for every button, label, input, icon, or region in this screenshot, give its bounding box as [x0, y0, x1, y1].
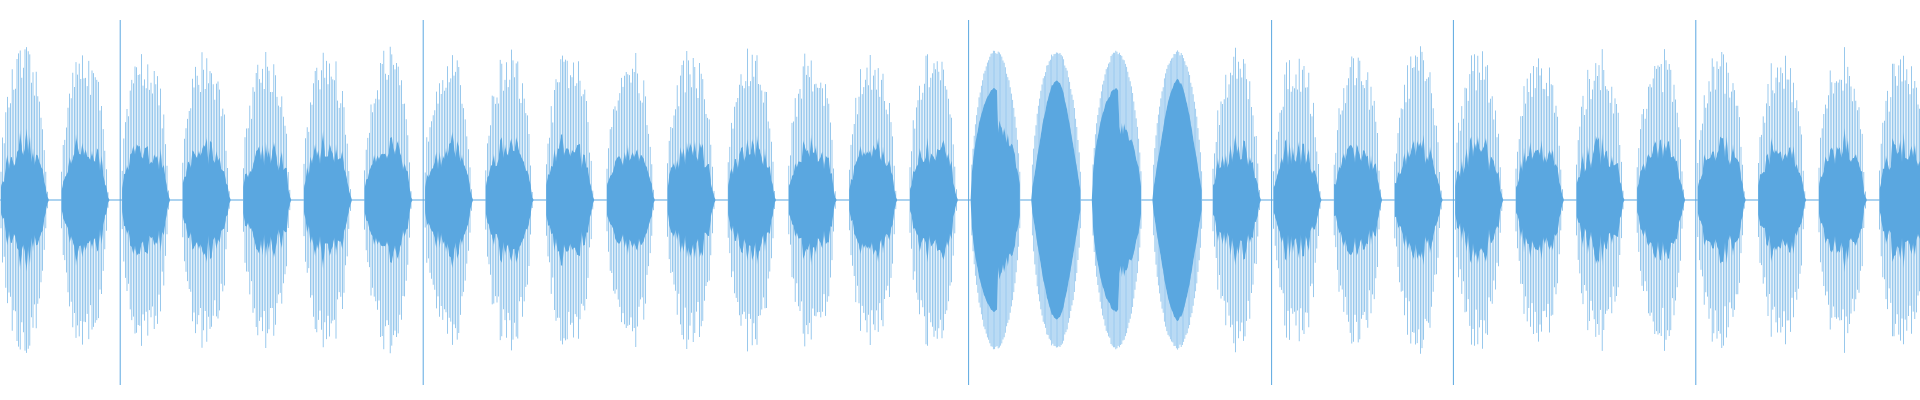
waveform-core	[1091, 88, 1141, 312]
waveform-core	[485, 136, 536, 264]
waveform-core	[1, 128, 51, 272]
waveform-core	[1334, 144, 1384, 256]
waveform-core	[1697, 135, 1748, 265]
waveform-core	[667, 139, 718, 261]
waveform-core	[1213, 134, 1263, 266]
waveform-core	[61, 134, 112, 266]
waveform-core	[910, 137, 960, 263]
waveform-core	[1455, 135, 1505, 265]
waveform-core	[1819, 127, 1869, 273]
waveform-core	[1758, 137, 1808, 263]
waveform-core	[1516, 139, 1566, 261]
waveform-core	[1273, 139, 1324, 261]
waveform-core	[970, 88, 1020, 312]
waveform-core	[1576, 133, 1627, 267]
waveform-core	[1394, 134, 1445, 266]
waveform-core	[1637, 139, 1687, 261]
waveform-core	[122, 144, 172, 256]
waveform-core	[546, 134, 596, 266]
waveform-core	[849, 137, 899, 263]
waveform-core	[182, 136, 233, 264]
waveform-core	[1031, 80, 1081, 320]
waveform-core	[425, 131, 475, 269]
waveform-core	[728, 135, 778, 265]
waveform-core	[607, 144, 657, 256]
waveform-core	[1152, 78, 1202, 322]
waveform-core	[364, 137, 415, 263]
waveform-core	[304, 130, 354, 270]
waveform-core	[1879, 131, 1920, 269]
waveform-core	[243, 141, 293, 259]
waveform-core	[788, 134, 839, 266]
